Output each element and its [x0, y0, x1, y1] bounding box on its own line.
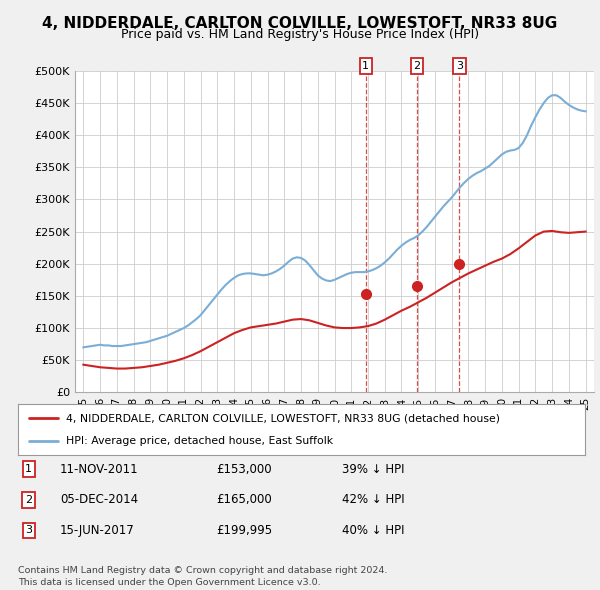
Text: 3: 3 [456, 61, 463, 71]
Text: 2: 2 [25, 495, 32, 504]
Text: HPI: Average price, detached house, East Suffolk: HPI: Average price, detached house, East… [66, 436, 334, 446]
Text: £199,995: £199,995 [216, 524, 272, 537]
Text: £165,000: £165,000 [216, 493, 272, 506]
Text: 11-NOV-2011: 11-NOV-2011 [60, 463, 139, 476]
Text: 40% ↓ HPI: 40% ↓ HPI [342, 524, 404, 537]
Text: 4, NIDDERDALE, CARLTON COLVILLE, LOWESTOFT, NR33 8UG (detached house): 4, NIDDERDALE, CARLTON COLVILLE, LOWESTO… [66, 413, 500, 423]
Text: 39% ↓ HPI: 39% ↓ HPI [342, 463, 404, 476]
Text: 3: 3 [25, 526, 32, 535]
Text: 1: 1 [25, 464, 32, 474]
Text: 1: 1 [362, 61, 370, 71]
Text: Contains HM Land Registry data © Crown copyright and database right 2024.
This d: Contains HM Land Registry data © Crown c… [18, 566, 388, 587]
Text: £153,000: £153,000 [216, 463, 272, 476]
Text: 05-DEC-2014: 05-DEC-2014 [60, 493, 138, 506]
Text: 4, NIDDERDALE, CARLTON COLVILLE, LOWESTOFT, NR33 8UG: 4, NIDDERDALE, CARLTON COLVILLE, LOWESTO… [43, 16, 557, 31]
Text: 2: 2 [413, 61, 421, 71]
Text: 15-JUN-2017: 15-JUN-2017 [60, 524, 135, 537]
Text: Price paid vs. HM Land Registry's House Price Index (HPI): Price paid vs. HM Land Registry's House … [121, 28, 479, 41]
Text: 42% ↓ HPI: 42% ↓ HPI [342, 493, 404, 506]
